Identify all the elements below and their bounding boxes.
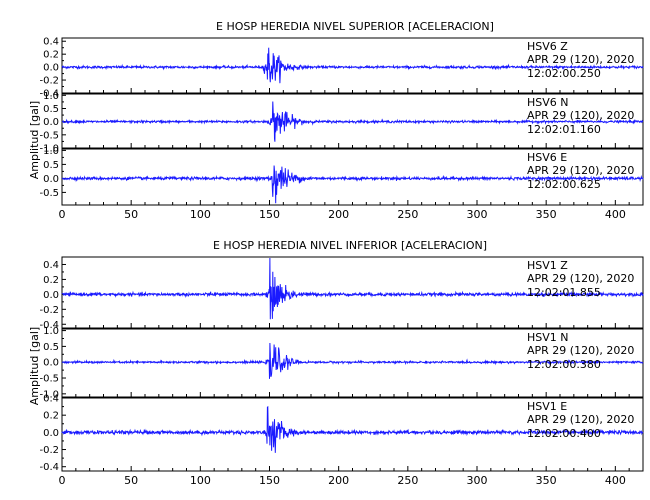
date-label: APR 29 (120), 2020: [527, 164, 634, 177]
x-tick-label: 150: [259, 474, 280, 487]
waveform-line: [61, 47, 644, 84]
x-tick-label: 250: [397, 208, 418, 221]
date-label: APR 29 (120), 2020: [527, 344, 634, 357]
y-tick-label: -0.2: [39, 76, 59, 87]
x-tick-label: 400: [605, 208, 626, 221]
waveform-line: [61, 405, 644, 453]
time-label: 12:02:01.160: [527, 123, 601, 136]
x-tick-label: 0: [59, 474, 66, 487]
y-tick-label: 0.4: [43, 260, 59, 271]
x-tick-label: 350: [536, 474, 557, 487]
x-tick-label: 150: [259, 208, 280, 221]
y-tick-label: 0.5: [43, 160, 59, 171]
upper-level-chart: E HOSP HEREDIA NIVEL SUPERIOR [ACELERACI…: [28, 20, 644, 221]
station-label: HSV6 Z: [527, 40, 568, 53]
y-tick-label: 0.0: [43, 174, 59, 185]
y-tick-label: 0.5: [43, 342, 59, 353]
x-tick-label: 300: [467, 208, 488, 221]
x-tick-label: 300: [467, 474, 488, 487]
x-tick-label: 250: [397, 474, 418, 487]
station-label: HSV1 Z: [527, 259, 568, 272]
y-tick-label: 0.0: [43, 358, 59, 369]
y-tick-label: 0.0: [43, 63, 59, 74]
waveform-line: [61, 101, 644, 142]
upper-chart-title: E HOSP HEREDIA NIVEL SUPERIOR [ACELERACI…: [216, 20, 494, 33]
y-tick-label: -0.2: [39, 445, 59, 456]
y-tick-label: 0.2: [43, 275, 59, 286]
date-label: APR 29 (120), 2020: [527, 413, 634, 426]
upper-chart-ylabel: Amplitud [gal]: [28, 101, 41, 179]
x-tick-label: 50: [124, 208, 138, 221]
time-label: 12:02:00.380: [527, 358, 601, 371]
date-label: APR 29 (120), 2020: [527, 53, 634, 66]
x-tick-label: 100: [190, 208, 211, 221]
time-label: 12:02:00.625: [527, 178, 601, 191]
y-tick-label: -0.2: [39, 305, 59, 316]
waveform-line: [61, 257, 644, 320]
date-label: APR 29 (120), 2020: [527, 272, 634, 285]
time-label: 12:02:01.855: [527, 286, 601, 299]
y-tick-label: 0.0: [43, 290, 59, 301]
y-tick-label: 1.0: [43, 326, 59, 337]
y-tick-label: 0.4: [43, 37, 59, 48]
y-tick-label: -1.0: [39, 144, 59, 155]
x-tick-label: 100: [190, 474, 211, 487]
y-tick-label: -1.0: [39, 389, 59, 400]
y-tick-label: 1.0: [43, 91, 59, 102]
y-tick-label: 0.2: [43, 50, 59, 61]
station-label: HSV1 N: [527, 331, 569, 344]
x-tick-label: 0: [59, 208, 66, 221]
station-label: HSV6 E: [527, 151, 567, 164]
y-tick-label: 0.2: [43, 411, 59, 422]
y-tick-label: -0.4: [39, 462, 59, 473]
y-tick-label: 1.0: [43, 146, 59, 157]
y-tick-label: -0.5: [39, 188, 59, 199]
y-tick-label: 0.5: [43, 104, 59, 115]
x-tick-label: 350: [536, 208, 557, 221]
x-tick-label: 200: [328, 208, 349, 221]
time-label: 12:02:00.250: [527, 67, 601, 80]
x-tick-label: 50: [124, 474, 138, 487]
y-tick-label: 0.4: [43, 394, 59, 405]
lower-chart-ylabel: Amplitud [gal]: [28, 327, 41, 405]
station-label: HSV1 E: [527, 400, 567, 413]
x-tick-label: 400: [605, 474, 626, 487]
y-tick-label: -0.5: [39, 374, 59, 385]
lower-chart-title: E HOSP HEREDIA NIVEL INFERIOR [ACELERACI…: [213, 239, 487, 252]
lower-level-chart: E HOSP HEREDIA NIVEL INFERIOR [ACELERACI…: [28, 239, 644, 487]
y-tick-label: -0.4: [39, 89, 59, 100]
waveform-line: [61, 165, 644, 204]
time-label: 12:02:00.400: [527, 427, 601, 440]
y-tick-label: 0.0: [43, 428, 59, 439]
x-tick-label: 200: [328, 474, 349, 487]
y-tick-label: -0.4: [39, 320, 59, 331]
y-tick-label: -0.5: [39, 130, 59, 141]
y-tick-label: 0.0: [43, 117, 59, 128]
station-label: HSV6 N: [527, 96, 569, 109]
waveform-line: [62, 342, 644, 379]
date-label: APR 29 (120), 2020: [527, 109, 634, 122]
